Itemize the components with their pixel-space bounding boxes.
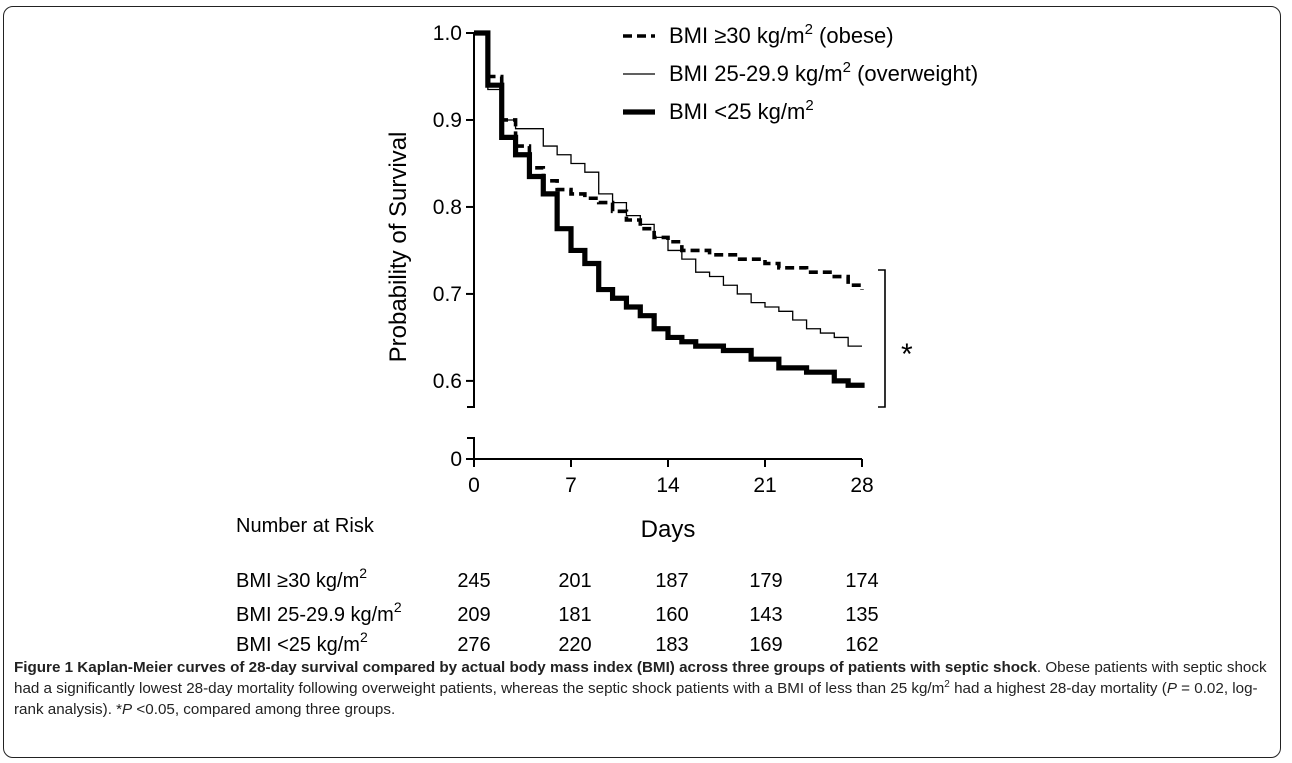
risk-cell: 160 — [655, 604, 688, 626]
caption-body-2: had a highest 28-day mortality ( — [949, 680, 1167, 697]
series-line-thick — [474, 30, 865, 388]
risk-cell: 143 — [749, 604, 782, 626]
risk-table: Number at Risk BMI ≥30 kg/m2 245 201 187 179 1… — [236, 515, 879, 655]
legend-label: BMI 25-29.9 kg/m2 (overweight) — [669, 59, 978, 86]
risk-cell: 169 — [749, 634, 782, 655]
y-tick-label: 0.9 — [433, 109, 462, 132]
axes: 0.6 0.7 0.8 0.9 1.0 00 7 14 21 28 Probability of S… — [385, 22, 913, 543]
x-tick-label: 14 — [656, 474, 680, 497]
risk-cell: 174 — [845, 570, 878, 592]
caption-p-symbol: P — [1166, 680, 1177, 697]
legend: BMI ≥30 kg/m2 (obese) BMI 25-29.9 kg/m2 (… — [623, 21, 978, 124]
risk-cell: 162 — [845, 634, 878, 655]
series-line-thin — [474, 32, 862, 347]
risk-cell: 276 — [457, 634, 490, 655]
risk-cell: 209 — [457, 604, 490, 626]
risk-table-title: Number at Risk — [236, 515, 375, 537]
y-tick-label: 0.7 — [433, 283, 462, 306]
risk-cell: 245 — [457, 570, 490, 592]
caption-body-3: = 0.02, log-rank analysis). * — [14, 680, 1258, 718]
legend-label: BMI ≥30 kg/m2 (obese) — [669, 21, 894, 48]
caption-title: Figure 1 Kaplan-Meier curves of 28-day s… — [14, 659, 1037, 676]
y-tick-label: 1.0 — [433, 22, 462, 45]
x-tick-label: 21 — [753, 474, 776, 497]
significance-marker: * — [901, 338, 913, 371]
series-lines — [474, 30, 865, 388]
risk-cell: 181 — [558, 604, 591, 626]
risk-cell: 135 — [845, 604, 878, 626]
y-tick-label: 0.6 — [433, 370, 462, 393]
risk-cell: 179 — [749, 570, 782, 592]
y-tick-label-zero: 0 — [450, 448, 462, 471]
figure-frame — [3, 6, 1281, 758]
risk-row-label: BMI <25 kg/m2 — [236, 629, 368, 655]
x-tick-label: 28 — [850, 474, 873, 497]
x-axis-title: Days — [641, 516, 696, 543]
risk-row-label: BMI ≥30 kg/m2 — [236, 565, 367, 592]
x-tick-label: 7 — [565, 474, 577, 497]
risk-cell: 220 — [558, 634, 591, 655]
x-tick-label: 0 — [468, 474, 480, 497]
risk-cell: 201 — [558, 570, 591, 592]
significance-bracket — [878, 269, 886, 408]
y-axis-title: Probability of Survival — [385, 132, 412, 363]
legend-label: BMI <25 kg/m2 — [669, 97, 814, 124]
caption-body-1: . Obese patients with septic shock had a… — [14, 659, 1267, 697]
risk-row-label: BMI 25-29.9 kg/m2 — [236, 599, 402, 626]
risk-cell: 183 — [655, 634, 688, 655]
caption-sup: 2 — [944, 678, 950, 690]
y-tick-label: 0.8 — [433, 196, 462, 219]
caption-p-symbol-2: P — [122, 701, 133, 718]
risk-cell: 187 — [655, 570, 688, 592]
km-chart: 0.6 0.7 0.8 0.9 1.0 00 7 14 21 28 Probability of S… — [236, 21, 978, 655]
caption-body-4: <0.05, compared among three groups. — [132, 701, 396, 718]
figure-caption: Figure 1 Kaplan-Meier curves of 28-day s… — [14, 657, 1276, 720]
